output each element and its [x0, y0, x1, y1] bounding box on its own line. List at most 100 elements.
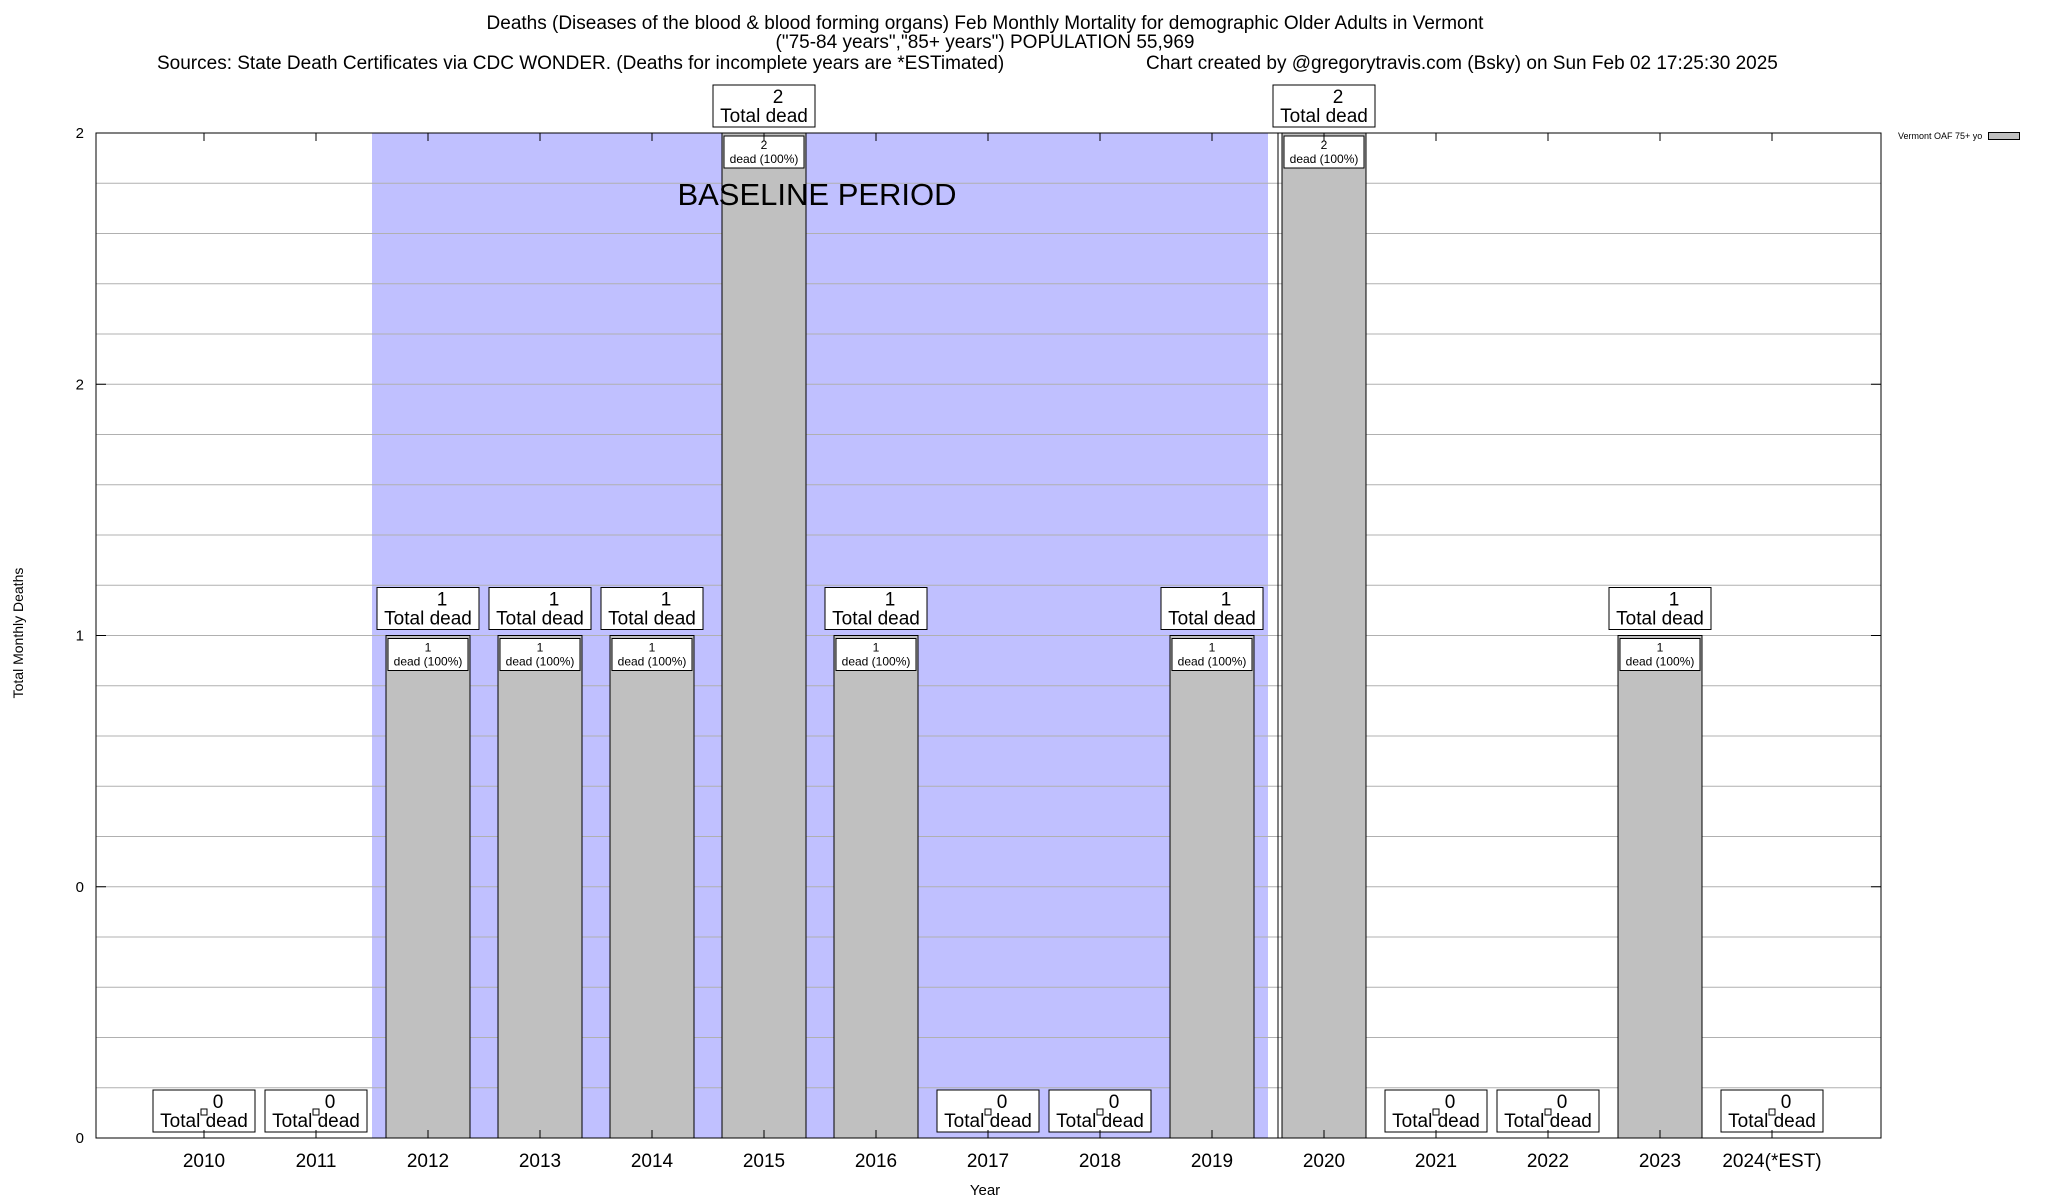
x-tick-label: 2010 [183, 1151, 225, 1172]
total-label-box [1048, 1089, 1152, 1133]
bar [385, 635, 471, 1139]
bar [497, 635, 583, 1139]
zero-marker [1096, 1108, 1104, 1116]
bar-label-box [723, 135, 805, 169]
total-label-value: 2 [1333, 87, 1344, 108]
x-tick-label: 2013 [519, 1151, 561, 1172]
bar-label-percent: dead (100%) [506, 655, 575, 669]
total-label-value: 1 [437, 590, 448, 611]
zero-marker [1432, 1108, 1440, 1116]
bar [833, 635, 919, 1139]
zero-marker [200, 1108, 208, 1116]
total-label-text: Total dead [720, 106, 808, 127]
x-tick-label: 2017 [967, 1151, 1009, 1172]
y-tick-label: 2 [76, 125, 84, 142]
bar [609, 635, 695, 1139]
bar-label-count: 2 [1321, 138, 1328, 152]
total-label-box [376, 587, 480, 630]
x-tick-label: 2018 [1079, 1151, 1121, 1172]
bar-label-box [1171, 638, 1253, 671]
bar-label-box [835, 638, 917, 671]
bar-label-box [1283, 135, 1365, 169]
bar [1617, 635, 1703, 1139]
total-label-text: Total dead [608, 609, 696, 630]
zero-marker [1768, 1108, 1776, 1116]
chart-sources: Sources: State Death Certificates via CD… [157, 53, 1005, 74]
total-label-value: 0 [997, 1092, 1008, 1113]
bar-label-box [499, 638, 581, 671]
total-label-value: 0 [1781, 1092, 1792, 1113]
x-tick-label: 2014 [631, 1151, 674, 1172]
x-tick-label: 2022 [1527, 1151, 1569, 1172]
total-label-box [712, 84, 816, 128]
total-label-text: Total dead [1616, 609, 1704, 630]
legend-swatch [1988, 132, 2021, 140]
total-label-value: 0 [213, 1092, 224, 1113]
total-label-text: Total dead [384, 609, 472, 630]
bar-label-box [1619, 638, 1701, 671]
total-label-value: 0 [1109, 1092, 1120, 1113]
total-label-value: 0 [1445, 1092, 1456, 1113]
total-label-value: 0 [325, 1092, 336, 1113]
total-label-box [1272, 84, 1376, 128]
y-axis-label: Total Monthly Deaths [10, 567, 26, 699]
bar-label-percent: dead (100%) [1290, 152, 1359, 166]
y-tick-label: 2 [76, 376, 84, 393]
total-label-box [936, 1089, 1040, 1133]
x-tick-label: 2016 [855, 1151, 897, 1172]
total-label-value: 2 [773, 87, 784, 108]
x-tick-label: 2011 [296, 1151, 337, 1172]
total-label-box [600, 587, 704, 630]
bar-label-count: 1 [649, 641, 656, 655]
total-label-box [1608, 587, 1712, 630]
total-label-text: Total dead [1168, 609, 1256, 630]
bar-label-percent: dead (100%) [842, 655, 911, 669]
total-label-value: 0 [1557, 1092, 1568, 1113]
bar-label-box [387, 638, 469, 671]
zero-marker [1544, 1108, 1552, 1116]
total-label-text: Total dead [496, 609, 584, 630]
total-label-value: 1 [661, 590, 672, 611]
x-tick-label: 2012 [407, 1151, 449, 1172]
bar-label-count: 1 [425, 641, 432, 655]
bar-label-count: 1 [537, 641, 544, 655]
bar-label-percent: dead (100%) [618, 655, 687, 669]
total-label-box [824, 587, 928, 630]
bar [1281, 132, 1367, 1139]
chart-credit: Chart created by @gregorytravis.com (Bsk… [1146, 53, 1778, 74]
total-label-text: Total dead [1056, 1111, 1144, 1132]
bar-label-count: 2 [761, 138, 768, 152]
total-label-text: Total dead [1280, 106, 1368, 127]
chart-subtitle: ("75-84 years","85+ years") POPULATION 5… [775, 32, 1195, 53]
total-label-text: Total dead [1504, 1111, 1592, 1132]
zero-marker [984, 1108, 992, 1116]
total-label-box [488, 587, 592, 630]
x-tick-label: 2024(*EST) [1722, 1151, 1821, 1172]
legend: Vermont OAF 75+ yo [1898, 131, 2021, 141]
total-label-value: 1 [885, 590, 896, 611]
total-label-text: Total dead [944, 1111, 1032, 1132]
total-label-text: Total dead [1392, 1111, 1480, 1132]
total-label-value: 1 [1669, 590, 1680, 611]
zero-marker [312, 1108, 320, 1116]
bar-label-percent: dead (100%) [1626, 655, 1695, 669]
bar-label-percent: dead (100%) [730, 152, 799, 166]
bar-label-box [611, 638, 693, 671]
total-label-box [1496, 1089, 1600, 1133]
total-label-value: 1 [549, 590, 560, 611]
bar-label-count: 1 [873, 641, 880, 655]
y-tick-label: 1 [76, 628, 84, 645]
y-tick-label: 0 [76, 1130, 84, 1147]
bar-label-count: 1 [1209, 641, 1216, 655]
x-tick-label: 2020 [1303, 1151, 1345, 1172]
bar-label-percent: dead (100%) [394, 655, 463, 669]
x-tick-label: 2019 [1191, 1151, 1233, 1172]
x-axis-label: Year [969, 1182, 1001, 1199]
x-tick-label: 2021 [1415, 1151, 1457, 1172]
total-label-text: Total dead [272, 1111, 360, 1132]
total-label-box [1160, 587, 1264, 630]
x-tick-label: 2015 [743, 1151, 785, 1172]
x-tick-label: 2023 [1639, 1151, 1681, 1172]
total-label-text: Total dead [1728, 1111, 1816, 1132]
